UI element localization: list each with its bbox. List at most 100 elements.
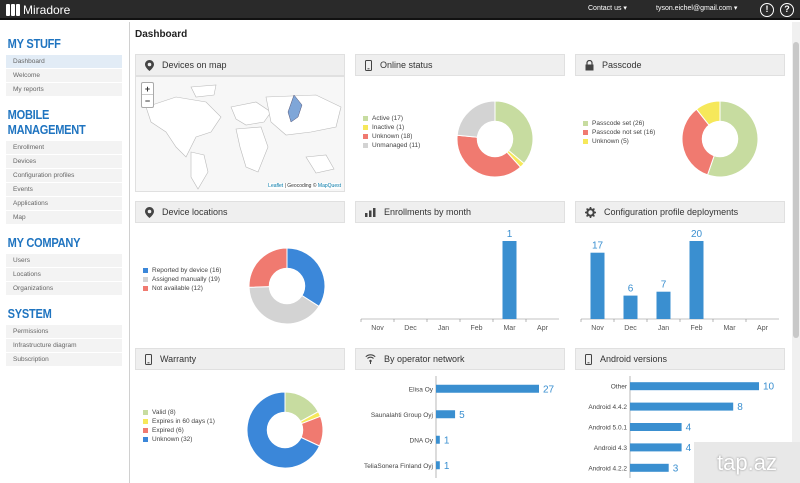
sidebar-item-users[interactable]: Users: [6, 254, 122, 268]
legend-item: Expired (6): [143, 426, 215, 435]
top-bar: Miradore Contact us ▾ tyson.eichel@gmail…: [0, 0, 800, 20]
contact-us-menu[interactable]: Contact us ▾: [588, 5, 627, 12]
panel-title: Configuration profile deployments: [604, 207, 739, 217]
bar-mar: [502, 241, 517, 319]
world-map[interactable]: + − Leaflet | Geocoding © MapQuest: [135, 76, 345, 192]
donut-slice-active: [494, 100, 534, 165]
enrollments-panel: Enrollments by month Nov Dec Jan Feb 1 Mar Apr: [355, 201, 565, 341]
sidebar-item-infrastructure-diagram[interactable]: Infrastructure diagram: [6, 339, 122, 353]
panel-title: By operator network: [384, 354, 465, 364]
map-marker-icon: [145, 206, 154, 218]
sidebar-item-locations[interactable]: Locations: [6, 268, 122, 282]
donut-hole: [701, 120, 739, 158]
zoom-control: + −: [141, 82, 154, 108]
data-label: 1: [507, 229, 513, 240]
panel-title: Enrollments by month: [384, 207, 472, 217]
data-label: 27: [543, 384, 555, 395]
x-tick-label: Jan: [438, 325, 449, 332]
world-map-shapes: [145, 84, 342, 190]
legend-swatch: [583, 121, 588, 126]
y-tick-label: Android 4.3: [594, 445, 628, 452]
sidebar-item-applications[interactable]: Applications: [6, 197, 122, 211]
page-scrollbar[interactable]: [792, 22, 800, 483]
legend-item: Inactive (1): [363, 123, 420, 132]
data-label: 5: [459, 410, 465, 421]
x-tick-label: Mar: [503, 325, 516, 332]
panel-header: Passcode: [575, 54, 785, 76]
logo-mark-icon: [6, 4, 20, 16]
x-tick-label: Dec: [404, 325, 417, 332]
y-tick-label: TeliaSonera Finland Oyj: [364, 463, 433, 470]
legend-item: Passcode not set (16): [583, 128, 655, 137]
legend-item: Expires in 60 days (1): [143, 417, 215, 426]
legend-swatch: [143, 428, 148, 433]
legend-item: Not available (12): [143, 284, 221, 293]
legend-swatch: [143, 419, 148, 424]
warranty-donut: [246, 391, 324, 469]
sidebar-item-welcome[interactable]: Welcome: [6, 69, 122, 83]
x-tick-label: Nov: [591, 325, 604, 332]
logo[interactable]: Miradore: [6, 3, 70, 17]
data-label: 10: [763, 382, 775, 393]
data-label: 17: [592, 241, 604, 252]
sidebar-item-subscription[interactable]: Subscription: [6, 353, 122, 367]
legend-swatch: [363, 125, 368, 130]
x-tick-label: Feb: [470, 325, 482, 332]
data-label: 6: [628, 284, 634, 295]
bar-feb: [689, 241, 704, 319]
x-tick-label: Dec: [624, 325, 637, 332]
sidebar-item-map[interactable]: Map: [6, 211, 122, 225]
panel-header: Devices on map: [135, 54, 345, 76]
device-locations-legend: Reported by device (16) Assigned manuall…: [143, 266, 221, 293]
zoom-in-button[interactable]: +: [142, 83, 153, 95]
data-label: 3: [673, 463, 679, 474]
sidebar-item-permissions[interactable]: Permissions: [6, 325, 122, 339]
bar-saunalahti-group-oyj: [436, 410, 456, 419]
panel-title: Online status: [380, 60, 433, 70]
panel-header: Device locations: [135, 201, 345, 223]
android-versions-panel: Android versions Other 10 Android 4.4.2 8 An…: [575, 348, 785, 483]
phone-icon: [585, 353, 592, 365]
sidebar-item-events[interactable]: Events: [6, 183, 122, 197]
zoom-out-button[interactable]: −: [144, 96, 151, 106]
legend-swatch: [583, 130, 588, 135]
legend-item: Passcode set (26): [583, 119, 655, 128]
leaflet-link[interactable]: Leaflet: [268, 183, 284, 189]
panel-title: Device locations: [162, 207, 228, 217]
main-content: Dashboard Devices on map + − Leafl: [131, 22, 791, 483]
data-label: 20: [691, 229, 703, 240]
info-icon[interactable]: !: [760, 3, 774, 17]
sidebar-item-configuration-profiles[interactable]: Configuration profiles: [6, 169, 122, 183]
panel-title: Android versions: [600, 354, 668, 364]
help-icon[interactable]: ?: [780, 3, 794, 17]
sidebar-item-my-reports[interactable]: My reports: [6, 83, 122, 97]
legend-item: Unknown (32): [143, 435, 215, 444]
legend-swatch: [143, 437, 148, 442]
bar-jan: [656, 291, 671, 319]
legend-item: Assigned manually (19): [143, 275, 221, 284]
sidebar-item-dashboard[interactable]: Dashboard: [6, 55, 122, 69]
bar-chart-icon: [365, 207, 376, 217]
bar-dna-oy: [436, 435, 440, 444]
sidebar: MY STUFF Dashboard Welcome My reports MO…: [0, 22, 130, 483]
legend-swatch: [363, 143, 368, 148]
y-tick-label: Android 5.0.1: [588, 425, 627, 432]
user-menu[interactable]: tyson.eichel@gmail.com ▾: [656, 5, 738, 12]
sidebar-item-enrollment[interactable]: Enrollment: [6, 141, 122, 155]
donut-hole: [476, 120, 514, 158]
sidebar-item-devices[interactable]: Devices: [6, 155, 122, 169]
legend-swatch: [363, 116, 368, 121]
sidebar-item-organizations[interactable]: Organizations: [6, 282, 122, 296]
operator-network-bar-chart: Elisa Oy 27 Saunalahti Group Oyj 5 DNA Oy 1 Te…: [364, 376, 555, 478]
panel-title: Warranty: [160, 354, 197, 364]
y-tick-label: Elisa Oy: [409, 386, 434, 393]
panel-title: Passcode: [602, 60, 642, 70]
sidebar-section-system: SYSTEM: [7, 306, 52, 321]
panel-header: Enrollments by month: [355, 201, 565, 223]
watermark: tap.az: [694, 442, 800, 483]
scrollbar-thumb[interactable]: [793, 42, 799, 338]
mapquest-link[interactable]: MapQuest: [317, 183, 341, 189]
x-tick-label: Mar: [723, 325, 736, 332]
warranty-panel: Warranty Valid (8) Expires in 60 days (1…: [135, 348, 345, 483]
device-locations-donut: [248, 247, 326, 325]
